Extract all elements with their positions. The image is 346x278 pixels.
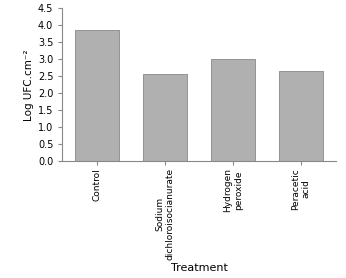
Bar xyxy=(279,71,323,161)
X-axis label: Treatment: Treatment xyxy=(171,263,227,273)
Bar xyxy=(211,59,255,161)
Bar xyxy=(75,30,119,161)
Bar xyxy=(143,74,187,161)
Y-axis label: Log UFC.cm⁻²: Log UFC.cm⁻² xyxy=(24,49,34,121)
